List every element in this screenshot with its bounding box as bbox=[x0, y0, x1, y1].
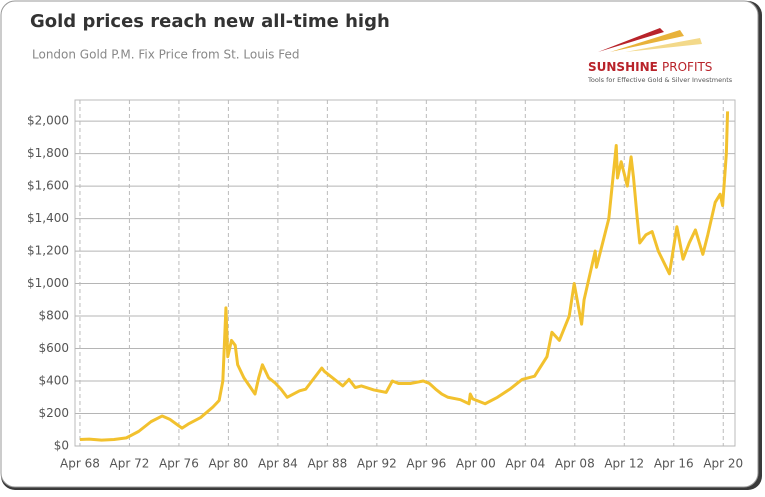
logo-name: PROFITS bbox=[662, 60, 712, 74]
logo-text: SUNSHINE PROFITS bbox=[588, 60, 712, 74]
y-tick-label: $1,000 bbox=[27, 276, 69, 290]
x-tick-label: Apr 16 bbox=[654, 457, 694, 471]
x-tick-label: Apr 08 bbox=[555, 457, 595, 471]
logo-swoosh bbox=[610, 30, 684, 52]
x-tick-label: Apr 00 bbox=[456, 457, 496, 471]
y-tick-label: $0 bbox=[54, 439, 69, 453]
y-tick-label: $2,000 bbox=[27, 114, 69, 128]
x-tick-label: Apr 88 bbox=[307, 457, 347, 471]
y-tick-label: $600 bbox=[38, 341, 69, 355]
x-tick-label: Apr 68 bbox=[60, 457, 100, 471]
logo-name: SUNSHINE bbox=[588, 60, 658, 74]
y-tick-label: $800 bbox=[38, 309, 69, 323]
y-tick-label: $1,600 bbox=[27, 179, 69, 193]
x-tick-label: Apr 84 bbox=[258, 457, 298, 471]
logo: SUNSHINE PROFITS Tools for Effective Gol… bbox=[587, 28, 733, 84]
x-tick-label: Apr 80 bbox=[208, 457, 248, 471]
x-tick-label: Apr 92 bbox=[357, 457, 397, 471]
y-tick-label: $1,800 bbox=[27, 146, 69, 160]
plot-area bbox=[74, 99, 736, 447]
y-tick-label: $1,400 bbox=[27, 211, 69, 225]
y-tick-label: $1,200 bbox=[27, 244, 69, 258]
x-tick-label: Apr 76 bbox=[159, 457, 199, 471]
chart-subtitle: London Gold P.M. Fix Price from St. Loui… bbox=[32, 48, 300, 62]
logo-swoosh bbox=[625, 38, 702, 52]
x-tick-label: Apr 72 bbox=[110, 457, 150, 471]
x-tick-label: Apr 04 bbox=[505, 457, 545, 471]
y-tick-label: $200 bbox=[38, 406, 69, 420]
x-tick-label: Apr 20 bbox=[703, 457, 743, 471]
logo-tagline: Tools for Effective Gold & Silver Invest… bbox=[587, 76, 733, 84]
logo-swoosh bbox=[598, 28, 664, 52]
chart-title: Gold prices reach new all-time high bbox=[30, 11, 390, 32]
y-tick-label: $400 bbox=[38, 374, 69, 388]
price-line bbox=[79, 111, 730, 442]
x-tick-label: Apr 12 bbox=[604, 457, 644, 471]
x-tick-label: Apr 96 bbox=[406, 457, 446, 471]
